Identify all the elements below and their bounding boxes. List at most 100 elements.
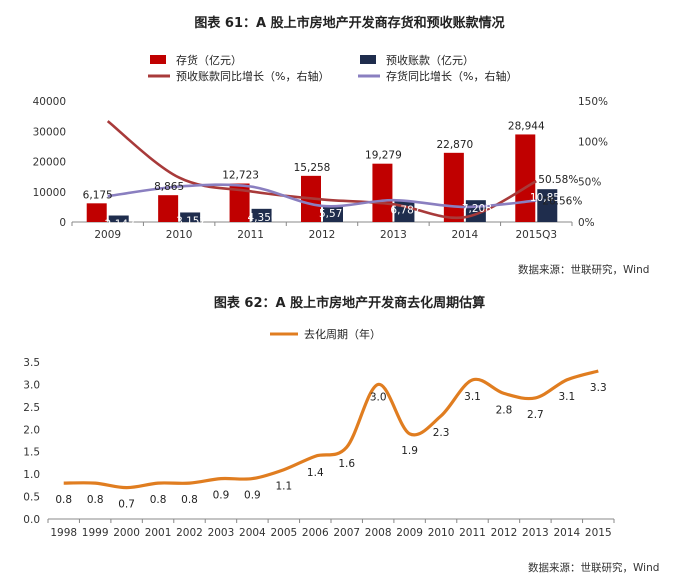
data-label: 0.9 bbox=[213, 490, 230, 502]
y-tick-label: 0 bbox=[59, 217, 66, 229]
data-label-inventory: 19,279 bbox=[365, 150, 402, 162]
chart1-svg: 存货（亿元） 预收账款（亿元） 预收账款同比增长（%，右轴） 存货同比增长（%，右轴）… bbox=[33, 53, 608, 241]
data-label: 0.8 bbox=[150, 494, 167, 506]
data-label-inventory: 15,258 bbox=[294, 162, 331, 174]
bar-inventory bbox=[372, 163, 393, 222]
x-tick-label: 2011 bbox=[237, 229, 264, 241]
data-label: 0.8 bbox=[55, 494, 72, 506]
data-label-inventory: 22,870 bbox=[436, 139, 473, 151]
data-label: 0.7 bbox=[118, 499, 135, 511]
chart1-title: 图表 61：A 股上市房地产开发商存货和预收账款情况 bbox=[194, 16, 505, 31]
legend-label: 预收账款（亿元） bbox=[386, 53, 474, 67]
chart2-source: 数据来源：世联研究，Wind bbox=[528, 562, 660, 574]
data-label-advance-receipts: 10,853 bbox=[530, 192, 567, 204]
x-tick-label: 2012 bbox=[491, 527, 518, 539]
chart1-source: 数据来源：世联研究，Wind bbox=[518, 264, 650, 276]
data-label-advance-receipts: 5,573 bbox=[319, 208, 349, 220]
y-tick-label: 3.5 bbox=[23, 357, 40, 369]
y2-tick-label: 100% bbox=[578, 136, 608, 148]
y-tick-label: 2.5 bbox=[23, 402, 40, 414]
x-tick-label: 2015Q3 bbox=[515, 229, 557, 241]
line-destock-cycle bbox=[63, 369, 599, 490]
x-tick-label: 2004 bbox=[239, 527, 266, 539]
legend-label: 存货（亿元） bbox=[176, 53, 242, 67]
data-label: 1.9 bbox=[401, 445, 418, 457]
data-label-advance-receipts: 4,356 bbox=[248, 212, 278, 224]
x-tick-label: 2001 bbox=[145, 527, 172, 539]
chart2-title: 图表 62：A 股上市房地产开发商去化周期估算 bbox=[213, 296, 486, 311]
data-label-inventory: 8,865 bbox=[154, 181, 184, 193]
data-label-advance-receipts: 2,143 bbox=[105, 219, 135, 231]
x-tick-label: 2007 bbox=[333, 527, 360, 539]
legend-label: 去化周期（年） bbox=[304, 327, 381, 341]
x-tick-label: 2014 bbox=[451, 229, 478, 241]
x-tick-label: 2002 bbox=[176, 527, 203, 539]
y-tick-label: 3.0 bbox=[23, 379, 40, 391]
x-tick-label: 2013 bbox=[380, 229, 407, 241]
line-inventory-growth bbox=[107, 183, 537, 209]
x-tick-label: 2003 bbox=[208, 527, 235, 539]
end-label-advance-growth: 50.58% bbox=[538, 174, 578, 186]
x-tick-label: 2013 bbox=[522, 527, 549, 539]
x-tick-label: 2000 bbox=[113, 527, 140, 539]
y-tick-label: 1.0 bbox=[23, 469, 40, 481]
x-tick-label: 2015 bbox=[585, 527, 612, 539]
y2-tick-label: 0% bbox=[578, 217, 595, 229]
bar-inventory bbox=[229, 183, 250, 222]
end-label-inventory-growth: 26.56% bbox=[542, 196, 582, 208]
x-tick-label: 2012 bbox=[309, 229, 336, 241]
data-label-advance-receipts: 3,152 bbox=[176, 215, 206, 227]
y-tick-label: 40000 bbox=[33, 96, 66, 108]
y-tick-label: 0.5 bbox=[23, 492, 40, 504]
x-tick-label: 2009 bbox=[94, 229, 121, 241]
x-tick-label: 2014 bbox=[553, 527, 580, 539]
bar-advance-receipts bbox=[180, 212, 201, 222]
bar-advance-receipts bbox=[251, 208, 272, 222]
data-label-inventory: 28,944 bbox=[508, 120, 545, 132]
legend-label: 存货同比增长（%，右轴） bbox=[386, 69, 517, 83]
data-label: 3.3 bbox=[590, 382, 607, 394]
bar-inventory bbox=[443, 152, 464, 222]
bar-advance-receipts bbox=[108, 215, 129, 222]
legend-label: 预收账款同比增长（%，右轴） bbox=[176, 69, 329, 83]
legend-swatch bbox=[360, 55, 376, 64]
data-label: 0.8 bbox=[87, 494, 104, 506]
line-advance-growth bbox=[106, 120, 537, 220]
data-label-advance-receipts: 7,208 bbox=[462, 203, 492, 215]
x-tick-label: 2011 bbox=[459, 527, 486, 539]
data-label: 3.1 bbox=[464, 391, 481, 403]
data-label-inventory: 12,723 bbox=[222, 170, 259, 182]
data-label: 2.8 bbox=[496, 404, 513, 416]
x-tick-label: 2009 bbox=[396, 527, 423, 539]
x-tick-label: 1999 bbox=[82, 527, 109, 539]
data-label: 0.8 bbox=[181, 494, 198, 506]
bar-inventory bbox=[86, 203, 107, 222]
x-tick-label: 2010 bbox=[166, 229, 193, 241]
data-label: 1.1 bbox=[275, 481, 292, 493]
data-label: 2.7 bbox=[527, 409, 544, 421]
bar-inventory bbox=[158, 195, 179, 222]
y2-tick-label: 150% bbox=[578, 96, 608, 108]
bar-advance-receipts bbox=[323, 205, 343, 222]
y-tick-label: 20000 bbox=[33, 157, 66, 169]
data-label-advance-receipts: 6,787 bbox=[390, 204, 420, 216]
legend-swatch bbox=[150, 55, 166, 64]
y-tick-label: 30000 bbox=[33, 126, 66, 138]
x-tick-label: 2008 bbox=[365, 527, 392, 539]
x-tick-label: 1998 bbox=[50, 527, 77, 539]
data-label: 1.6 bbox=[338, 458, 355, 470]
data-label: 3.0 bbox=[370, 391, 387, 403]
y-tick-label: 2.0 bbox=[23, 424, 40, 436]
x-tick-label: 2006 bbox=[302, 527, 329, 539]
data-label: 2.3 bbox=[433, 427, 450, 439]
y-tick-label: 1.5 bbox=[23, 447, 40, 459]
y-tick-label: 0.0 bbox=[23, 514, 40, 526]
x-tick-label: 2010 bbox=[428, 527, 455, 539]
data-label-inventory: 6,175 bbox=[83, 189, 113, 201]
bar-advance-receipts bbox=[537, 189, 558, 222]
data-label: 0.9 bbox=[244, 490, 261, 502]
y-tick-label: 10000 bbox=[33, 187, 66, 199]
data-label: 3.1 bbox=[558, 391, 575, 403]
data-label: 1.4 bbox=[307, 467, 324, 479]
x-tick-label: 2005 bbox=[270, 527, 297, 539]
